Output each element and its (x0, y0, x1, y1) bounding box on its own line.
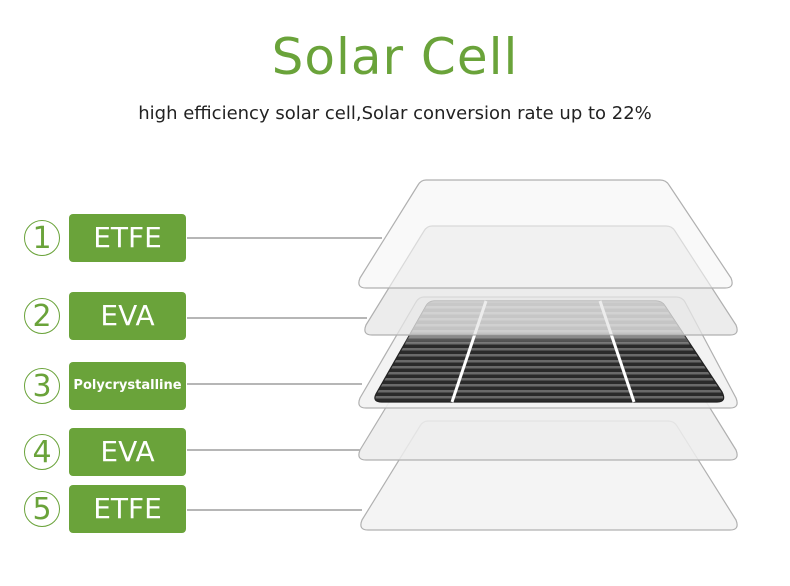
number-badge-1: 1 (24, 220, 60, 256)
number-badge-4: 4 (24, 434, 60, 470)
number-badge-3: 3 (24, 368, 60, 404)
number-badge-2: 2 (24, 298, 60, 334)
layer-label-polycrystalline: Polycrystalline (69, 362, 186, 410)
layer-label-etfe-bottom: ETFE (69, 485, 186, 533)
page-title: Solar Cell (271, 28, 519, 86)
layer-1-etfe-sheet (358, 179, 733, 289)
layer-label-eva-top: EVA (69, 292, 186, 340)
layer-label-etfe-top: ETFE (69, 214, 186, 262)
layer-label-eva-bottom: EVA (69, 428, 186, 476)
number-badge-5: 5 (24, 491, 60, 527)
page-subtitle: high efficiency solar cell,Solar convers… (138, 103, 652, 124)
